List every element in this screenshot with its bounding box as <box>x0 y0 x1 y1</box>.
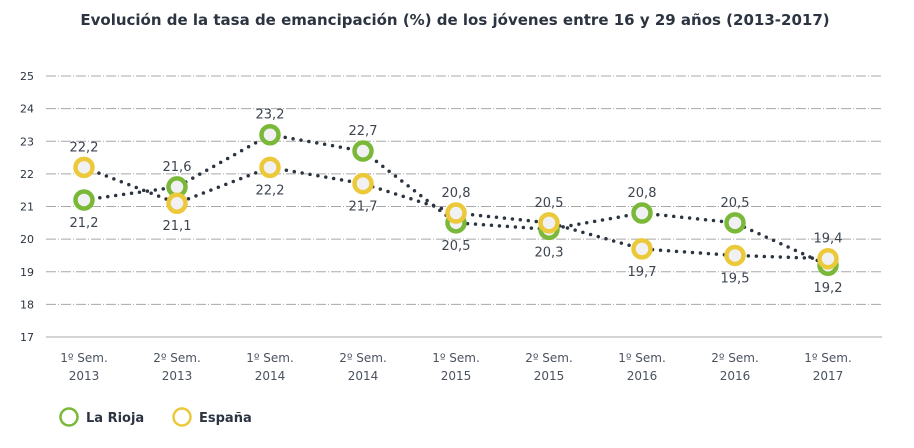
y-axis: 17 18 19 20 21 22 23 24 25 <box>20 70 34 344</box>
x-tick-label: 2014 <box>255 369 286 383</box>
data-label: 20,8 <box>442 186 471 201</box>
data-label: 22,2 <box>70 140 99 155</box>
data-point <box>631 238 653 260</box>
data-label: 21,2 <box>70 216 99 231</box>
data-label: 21,7 <box>349 200 378 215</box>
data-label: 20,5 <box>442 239 471 254</box>
data-label: 20,5 <box>721 196 750 211</box>
y-tick-label: 19 <box>20 266 34 279</box>
data-point <box>631 202 653 224</box>
chart-title: Evolución de la tasa de emancipación (%)… <box>80 11 829 29</box>
x-tick-label: 1º Sem. <box>618 351 666 365</box>
data-point <box>724 212 746 234</box>
data-point <box>817 247 839 270</box>
data-label: 19,2 <box>814 281 843 296</box>
x-tick-label: 2º Sem. <box>153 351 201 365</box>
data-label: 19,7 <box>628 265 657 280</box>
y-tick-label: 24 <box>20 103 34 116</box>
data-point <box>538 212 560 234</box>
series-points <box>73 123 839 276</box>
x-tick-label: 1º Sem. <box>432 351 480 365</box>
legend-label: La Rioja <box>86 411 144 426</box>
data-point <box>259 123 281 146</box>
series-line-0 <box>82 132 830 267</box>
y-tick-label: 22 <box>20 168 34 181</box>
data-label: 22,2 <box>256 183 285 198</box>
data-labels: 21,2 21,6 23,2 22,7 20,5 20,3 20,8 20,5 19,2 22,2… <box>70 108 843 297</box>
x-tick-label: 2017 <box>813 369 844 383</box>
x-tick-label: 2016 <box>720 369 751 383</box>
data-label: 19,4 <box>814 232 843 247</box>
legend: La Rioja España <box>59 407 252 427</box>
data-label: 22,7 <box>349 124 378 139</box>
x-tick-label: 2015 <box>534 369 565 383</box>
y-tick-label: 25 <box>20 70 34 83</box>
y-tick-label: 20 <box>20 233 34 246</box>
data-label: 20,3 <box>535 245 564 260</box>
data-label: 19,5 <box>721 271 750 286</box>
data-point <box>166 192 188 214</box>
data-label: 23,2 <box>256 108 285 123</box>
x-tick-label: 1º Sem. <box>60 351 108 365</box>
data-point <box>445 202 467 224</box>
data-label: 21,1 <box>163 219 192 234</box>
x-tick-label: 1º Sem. <box>804 351 852 365</box>
data-point <box>352 140 374 162</box>
x-axis: 1º Sem. 2013 2º Sem. 2013 1º Sem. 2014 2º Sem.… <box>60 351 852 383</box>
data-label: 21,6 <box>163 160 192 175</box>
x-tick-label: 1º Sem. <box>246 351 294 365</box>
x-tick-label: 2013 <box>69 369 100 383</box>
x-tick-label: 2015 <box>441 369 472 383</box>
y-tick-label: 23 <box>20 135 34 148</box>
x-tick-label: 2º Sem. <box>525 351 573 365</box>
legend-label: España <box>199 411 252 426</box>
data-point <box>352 172 374 195</box>
legend-marker <box>59 407 79 427</box>
x-tick-label: 2º Sem. <box>711 351 759 365</box>
x-tick-label: 2013 <box>162 369 193 383</box>
data-point <box>73 156 95 179</box>
legend-marker <box>172 407 192 427</box>
x-tick-label: 2014 <box>348 369 379 383</box>
x-tick-label: 2º Sem. <box>339 351 387 365</box>
y-tick-label: 21 <box>20 201 34 214</box>
data-label: 20,8 <box>628 186 657 201</box>
data-label: 20,5 <box>535 196 564 211</box>
data-point <box>73 189 95 211</box>
data-point <box>724 244 746 267</box>
y-tick-label: 17 <box>20 331 34 344</box>
data-point <box>259 156 281 179</box>
x-tick-label: 2016 <box>627 369 658 383</box>
y-tick-label: 18 <box>20 298 34 311</box>
